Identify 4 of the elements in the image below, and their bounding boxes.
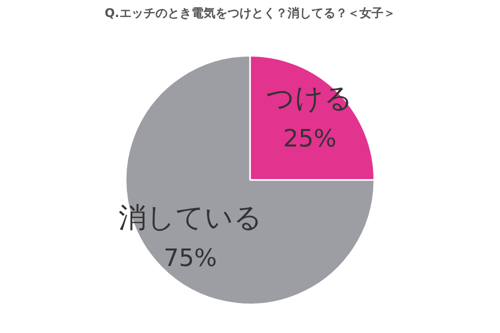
chart-title: Q.エッチのとき電気をつけとく？消してる？＜女子＞: [104, 5, 396, 22]
data-label: 75%: [164, 244, 217, 272]
data-label: 25%: [283, 124, 336, 152]
slice-label: 消している: [118, 201, 262, 234]
